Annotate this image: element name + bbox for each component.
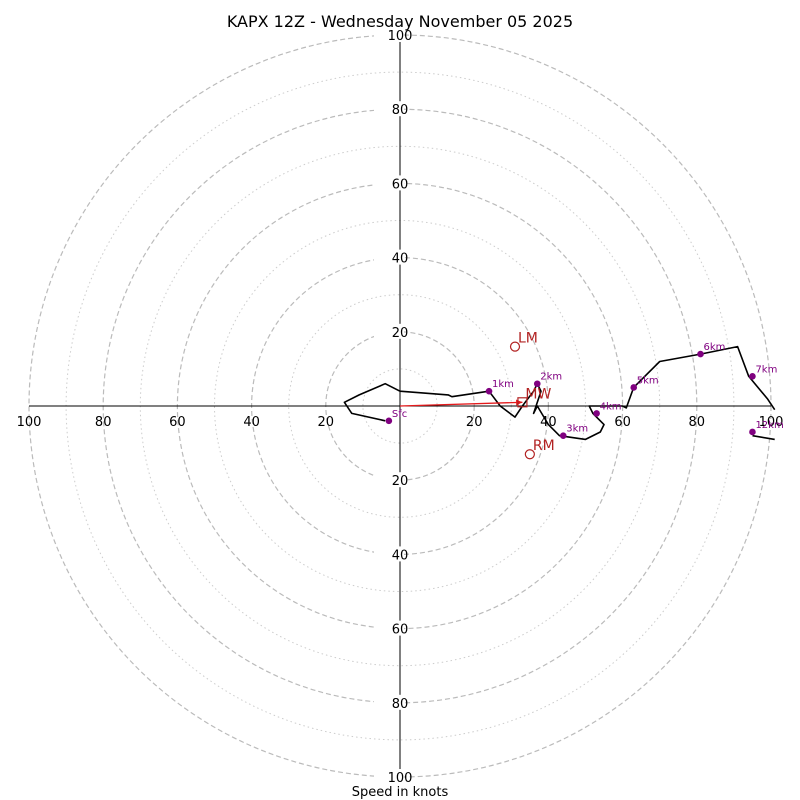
height-point-Sfc <box>385 417 393 425</box>
x-tick-label: 60 <box>169 415 186 430</box>
y-tick-label-bg <box>374 249 404 265</box>
height-label-5km: 5km <box>637 375 659 386</box>
chart-title: KAPX 12Z - Wednesday November 05 2025 <box>227 12 573 31</box>
height-label-6km: 6km <box>704 342 726 353</box>
height-label-3km: 3km <box>566 424 588 435</box>
shear-vector <box>399 401 523 407</box>
height-label-Sfc: Sfc <box>392 409 407 420</box>
height-markers: Sfc 1km 2km 3km 4km 5km 6km 7km 12km <box>385 342 784 439</box>
y-tick-label-bg <box>374 620 404 636</box>
storm-label-MW: MW <box>525 386 551 402</box>
y-tick-label: 60 <box>392 177 409 192</box>
y-tick-label: 20 <box>392 474 409 489</box>
x-tick-label: 80 <box>95 415 112 430</box>
y-tick-label: 100 <box>388 771 413 786</box>
y-tick-label-bg <box>374 27 404 42</box>
height-label-12km: 12km <box>755 420 783 431</box>
storm-marker-LM <box>509 341 521 352</box>
y-tick-label: 80 <box>392 103 409 118</box>
y-tick-label: 40 <box>392 548 409 563</box>
shear-vector-arrowhead <box>516 399 523 406</box>
y-tick-label-bg <box>374 694 404 710</box>
x-tick-label: 60 <box>614 415 631 430</box>
x-tick-label: 100 <box>17 415 42 430</box>
x-axis-label: Speed in knots <box>352 785 449 800</box>
height-label-1km: 1km <box>492 379 514 390</box>
height-point-1km <box>485 387 493 395</box>
tick-labels: 100 80 60 40 20 20 40 60 80 100 100 80 60 40 20 20 40 60 8… <box>17 27 784 786</box>
x-tick-label: 40 <box>243 415 260 430</box>
y-tick-label: 40 <box>392 252 409 267</box>
storm-motion-markers: LM MW RM <box>509 331 555 460</box>
x-tick-label: 40 <box>540 415 557 430</box>
y-tick-label-bg <box>374 175 404 191</box>
y-tick-label-bg <box>374 472 404 488</box>
y-tick-label: 100 <box>388 29 413 44</box>
storm-label-RM: RM <box>533 438 555 454</box>
y-tick-label: 80 <box>392 697 409 712</box>
hodograph-trace <box>343 345 776 441</box>
height-point-6km <box>697 350 704 358</box>
hodograph-line-upper <box>752 434 775 441</box>
height-label-2km: 2km <box>540 372 562 383</box>
y-tick-label-bg <box>374 546 404 562</box>
height-point-12km <box>749 428 756 436</box>
height-point-4km <box>593 410 600 417</box>
storm-marker-RM <box>524 449 535 460</box>
x-tick-label: 80 <box>689 415 706 430</box>
height-label-4km: 4km <box>600 401 622 412</box>
height-point-2km <box>533 380 541 388</box>
storm-label-LM: LM <box>518 331 538 347</box>
y-tick-label-bg <box>374 769 404 784</box>
x-tick-label: 20 <box>466 415 483 430</box>
hodograph-line <box>343 345 776 441</box>
y-tick-label-bg <box>374 101 404 117</box>
storm-marker-MW <box>517 397 528 408</box>
height-point-7km <box>749 373 756 380</box>
height-point-5km <box>630 384 638 391</box>
y-tick-label: 20 <box>392 326 409 341</box>
y-tick-label-bg <box>374 323 404 339</box>
height-point-3km <box>559 432 567 439</box>
height-label-7km: 7km <box>755 364 777 375</box>
y-tick-label: 60 <box>392 623 409 638</box>
x-tick-label: 20 <box>318 415 335 430</box>
x-tick-label: 100 <box>759 415 784 430</box>
